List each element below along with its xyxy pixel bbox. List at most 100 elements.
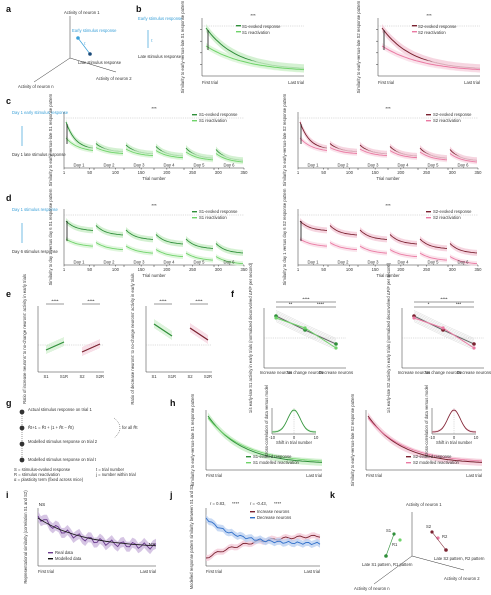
x-tick-label: 50 [321,267,326,272]
dot-late [88,52,92,56]
pair-line-s1 [153,327,173,340]
inset-tick: -10 [269,435,276,440]
panel-label-b: b [136,4,142,14]
panel-label-e: e [6,289,12,299]
day-label-5: Day 5 [428,260,440,265]
x-tick-label: 150 [138,170,146,175]
x-cat-S1R: S1R [60,374,68,379]
line-reactivation [381,45,481,71]
x-tick-label: 250 [423,170,431,175]
c-side-early: Day 1 early stimulus response [12,110,69,115]
g-row2: R̂t+1 = R̂t + (1 + R̂t − R̂t) [28,425,74,430]
sig-2: **** [87,299,94,304]
legend-evoked: S2-evoked response [433,209,472,214]
panel-label-k: k [330,490,336,500]
line-reactivation-day3 [359,148,388,157]
panel-label-h: h [170,398,176,408]
line-reactivation-day4 [389,249,418,258]
day-label-1: Day 1 [74,163,86,168]
line-reactivation-day5 [419,151,448,161]
band-reactivation-day4 [390,247,417,259]
x-label-last: Last trial [464,80,480,85]
y-label: Similarity to early-versus-late S2 respo… [350,393,355,486]
line-reactivation-day6 [449,153,478,163]
legend-evoked: S1-evoked response [199,112,238,117]
sig-top: **** [302,297,309,302]
x-tick-label: 1 [297,267,300,272]
y-label: Similarity to early-versus-late S1 respo… [48,93,53,186]
band-evoked-day4 [390,231,417,247]
day-label-1: Day 1 [308,163,320,168]
stat-decrease-sig: **** [274,501,281,506]
react-point-1 [274,316,278,320]
band-reactivation [382,43,480,73]
k-neuron2: Activity of neuron 2 [444,576,480,581]
legend-decrease: Decrease neurons [257,515,291,520]
pair-line-s1 [153,324,173,338]
band-reactivation-day2 [96,240,123,252]
g-row4: Modelled stimulus response on trial t [28,457,97,462]
sig-a: ** [289,302,293,307]
legend-evoked: S2-evoked response [433,112,472,117]
legend-swatch-evoked [426,114,431,116]
band-reactivation-day3 [126,243,153,256]
line-model [367,417,483,462]
x-tick-label: 100 [112,267,120,272]
k-s1: S1 [386,528,392,533]
label-neuron1: Activity of neuron 1 [64,10,100,15]
label-early-response: Early stimulus response [72,28,117,33]
y-label: Similarity to day 1 versus day 6 S2 resp… [282,188,287,285]
sig-1: **** [159,299,166,304]
x-cat-2: No change neurons [425,370,462,375]
day-label-2: Day 2 [338,260,350,265]
day-label-4: Day 4 [164,260,176,265]
k-late-s2: Late S2 pattern, R2 pattern [434,556,485,561]
line-evoked-day1 [65,220,94,231]
ns-last: NS [149,542,155,547]
panel-b-legend: Early stimulus response τ Late stimulus … [138,16,183,59]
x-cat-S2: S2 [187,374,193,379]
legend-real: Real data [55,550,74,555]
x-tick-label: 200 [163,267,171,272]
x-label: Trial number [142,273,166,278]
legend-model: S1 modelled reactivation [253,460,300,465]
stat-increase: r = 0.83, [210,501,225,506]
sig-label: *** [385,203,391,208]
x-cat-2: No change neurons [287,370,324,375]
x-tick-label: 300 [449,267,457,272]
x-tick-label: 150 [372,170,380,175]
d-side-day1: Day 1 stimulus response [12,207,59,212]
g-legend5: j = number within trial [95,472,136,477]
legend-swatch-reactivation [412,31,417,33]
x-tick-label: 200 [397,267,405,272]
band-evoked-day3 [360,227,387,243]
band-reactivation-day3 [360,243,387,256]
legend-swatch-decrease [250,517,255,519]
subject-line [413,311,475,340]
panel-a-diagram: Activity of neuron 1 Early stimulus resp… [18,10,132,89]
mean-line-reactivation [413,317,475,349]
pair-line-s1 [45,343,65,353]
c-side-late: Day 1 late stimulus response [12,152,66,157]
y-label: Similarity to early-versus-late S2 respo… [356,0,361,93]
y-label: Ratio of decrease neurons' to no-change … [130,273,135,404]
day-label-6: Day 6 [458,163,470,168]
x-label: Trial number [376,273,400,278]
legend-reactivation: S1 reactivation [242,30,270,35]
x-tick-label: 100 [346,267,354,272]
sig-label: *** [151,106,157,111]
day-label-6: Day 6 [458,260,470,265]
k-r2: R2 [442,534,448,539]
sig-label: *** [250,13,256,18]
x-tick-label: 300 [215,267,223,272]
react-point-2 [441,326,445,330]
inset-tick: -10 [429,435,436,440]
line-reactivation-day5 [419,252,448,261]
inset-x-label: Shift in trial number [276,440,313,445]
x-tick-label: 350 [475,170,483,175]
band-reactivation-day1 [66,135,93,153]
x-tick-label: 1 [63,267,66,272]
subject-line [413,310,475,339]
